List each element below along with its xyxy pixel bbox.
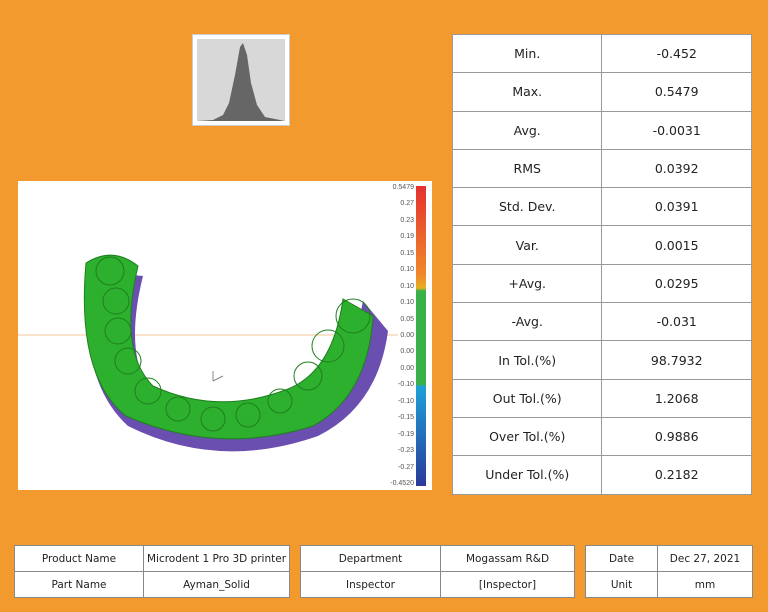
stats-row: Std. Dev. 0.0391 (451, 187, 752, 227)
stat-label: Var. (451, 225, 603, 265)
color-scale-label: 0.27 (400, 200, 414, 208)
color-scale-label: -0.15 (398, 414, 414, 422)
department-label: Department (300, 545, 441, 572)
part-name-label: Part Name (14, 571, 144, 598)
stats-row: -Avg. -0.031 (451, 302, 752, 342)
stat-label: Std. Dev. (451, 187, 603, 227)
product-info-table: Product Name Microdent 1 Pro 3D printer P… (14, 545, 290, 598)
stat-label: Out Tol.(%) (451, 378, 603, 418)
histogram (192, 34, 290, 126)
stat-label: Under Tol.(%) (451, 455, 603, 495)
color-scale-label: -0.4520 (390, 480, 414, 487)
product-name-value: Microdent 1 Pro 3D printer (143, 545, 290, 572)
color-scale-label: 0.5479 (392, 184, 414, 191)
stats-row: Var. 0.0015 (451, 225, 752, 265)
stats-row: RMS 0.0392 (451, 148, 752, 189)
stat-label: Over Tol.(%) (451, 416, 603, 457)
color-scale-label: 0.23 (400, 216, 414, 224)
stat-label: RMS (451, 148, 603, 189)
axis-triad-icon (212, 371, 224, 382)
color-scale-label: 0.10 (400, 266, 414, 274)
stat-value: 0.0392 (601, 148, 752, 189)
stat-label: -Avg. (451, 302, 603, 342)
color-scale-label: 0.05 (400, 315, 414, 323)
color-scale-label: 0.15 (400, 249, 414, 257)
stat-value: 1.2068 (601, 378, 752, 418)
date-label: Date (585, 545, 658, 572)
color-scale-label: 0.00 (400, 364, 414, 372)
stat-value: 0.2182 (601, 455, 752, 495)
stat-value: 0.5479 (601, 72, 752, 112)
stats-row: Max. 0.5479 (451, 72, 752, 112)
stat-label: In Tol.(%) (451, 340, 603, 380)
date-value: Dec 27, 2021 (657, 545, 753, 572)
color-scale-label: 0.00 (400, 332, 414, 339)
stats-row: +Avg. 0.0295 (451, 263, 752, 304)
department-info-table: Department Mogassam R&D Inspector [Inspect… (300, 545, 575, 598)
unit-label: Unit (585, 571, 658, 598)
stat-value: -0.0031 (601, 110, 752, 150)
histogram-chart-icon (197, 39, 285, 121)
stats-row: Min. -0.452 (451, 33, 752, 74)
inspector-value: [Inspector] (440, 571, 575, 598)
date-info-table: Date Dec 27, 2021 Unit mm (585, 545, 753, 598)
department-value: Mogassam R&D (440, 545, 575, 572)
stat-label: +Avg. (451, 263, 603, 304)
color-scale-label: 0.00 (400, 348, 414, 356)
stats-row: Over Tol.(%) 0.9886 (451, 416, 752, 457)
color-scale-label: -0.23 (398, 447, 414, 455)
stat-label: Avg. (451, 110, 603, 150)
stat-label: Min. (451, 33, 603, 74)
color-scale-label: 0.19 (400, 233, 414, 241)
stats-row: Avg. -0.0031 (451, 110, 752, 150)
stats-row: In Tol.(%) 98.7932 (451, 340, 752, 380)
stat-value: 0.0295 (601, 263, 752, 304)
unit-value: mm (657, 571, 753, 598)
stat-value: 0.0015 (601, 225, 752, 265)
stat-value: 98.7932 (601, 340, 752, 380)
stats-row: Under Tol.(%) 0.2182 (451, 455, 752, 495)
inspector-label: Inspector (300, 571, 441, 598)
product-name-label: Product Name (14, 545, 144, 572)
color-scale-bar (416, 186, 426, 486)
3d-deviation-viewer[interactable]: 0.5479 0.27 0.23 0.19 0.15 0.10 0.10 0.10 0.05 0.… (18, 181, 432, 490)
stat-value: 0.0391 (601, 187, 752, 227)
color-scale-label: -0.19 (398, 430, 414, 438)
color-scale-label: 0.10 (400, 282, 414, 290)
color-scale-labels: 0.5479 0.27 0.23 0.19 0.15 0.10 0.10 0.10 0.05 0.… (378, 181, 414, 490)
color-scale-label: -0.27 (398, 463, 414, 471)
color-scale-label: -0.10 (398, 381, 414, 389)
statistics-table: Min. -0.452 Max. 0.5479 Avg. -0.0031 RMS 0.0392… (451, 33, 752, 495)
part-name-value: Ayman_Solid (143, 571, 290, 598)
stat-label: Max. (451, 72, 603, 112)
stat-value: -0.452 (601, 33, 752, 74)
color-scale-label: 0.10 (400, 299, 414, 307)
stat-value: 0.9886 (601, 416, 752, 457)
stats-row: Out Tol.(%) 1.2068 (451, 378, 752, 418)
stat-value: -0.031 (601, 302, 752, 342)
color-scale-label: -0.10 (398, 397, 414, 405)
